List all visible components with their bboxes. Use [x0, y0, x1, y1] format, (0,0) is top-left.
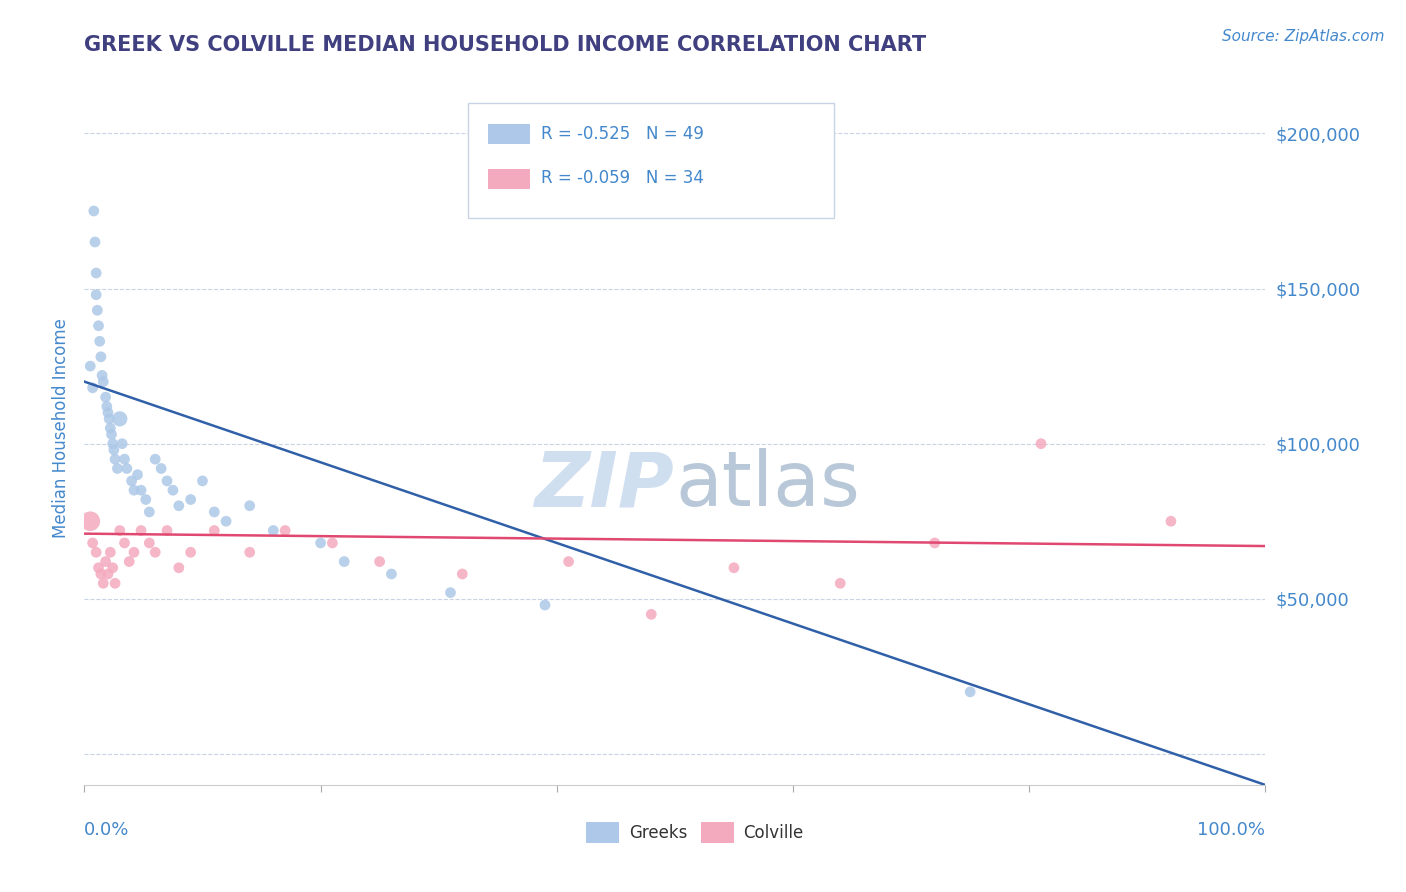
Point: [87, 561, 110, 575]
Point: [557, 555, 579, 569]
Point: [79, 359, 101, 373]
Point: [121, 474, 143, 488]
Point: [156, 474, 179, 488]
Text: GREEK VS COLVILLE MEDIAN HOUSEHOLD INCOME CORRELATION CHART: GREEK VS COLVILLE MEDIAN HOUSEHOLD INCOM…: [84, 35, 927, 54]
Point: [104, 452, 127, 467]
Point: [262, 524, 284, 538]
Point: [84, 287, 107, 301]
Point: [534, 598, 557, 612]
Point: [118, 555, 141, 569]
Point: [107, 461, 129, 475]
Point: [108, 524, 131, 538]
Point: [640, 607, 662, 622]
Text: ZIP: ZIP: [536, 449, 675, 522]
Text: 0.0%: 0.0%: [84, 821, 129, 838]
Point: [90, 566, 112, 581]
Point: [84, 235, 107, 249]
Point: [97, 566, 120, 581]
Point: [1029, 436, 1052, 450]
Point: [451, 566, 474, 581]
Point: [138, 536, 160, 550]
Y-axis label: Median Household Income: Median Household Income: [52, 318, 70, 538]
Point: [91, 368, 114, 383]
Point: [143, 545, 166, 559]
Text: R = -0.059   N = 34: R = -0.059 N = 34: [541, 169, 704, 187]
Point: [98, 412, 121, 426]
Point: [830, 576, 852, 591]
Point: [202, 505, 225, 519]
Point: [127, 467, 149, 482]
Point: [86, 303, 108, 318]
Point: [94, 555, 117, 569]
Point: [135, 492, 157, 507]
Point: [87, 318, 110, 333]
Point: [108, 412, 131, 426]
Point: [191, 474, 214, 488]
Text: R = -0.525   N = 49: R = -0.525 N = 49: [541, 125, 704, 143]
Point: [114, 536, 136, 550]
Bar: [700, 822, 734, 844]
Point: [97, 406, 120, 420]
Point: [122, 545, 145, 559]
Point: [79, 514, 101, 528]
Point: [202, 524, 225, 538]
Point: [723, 561, 745, 575]
Point: [215, 514, 238, 528]
Point: [321, 536, 343, 550]
Point: [180, 545, 202, 559]
Text: 100.0%: 100.0%: [1198, 821, 1265, 838]
Point: [380, 566, 402, 581]
Point: [924, 536, 946, 550]
Bar: [488, 169, 530, 189]
Point: [111, 436, 134, 450]
Point: [101, 561, 124, 575]
Point: [103, 442, 125, 457]
Point: [274, 524, 297, 538]
Point: [368, 555, 391, 569]
Point: [439, 585, 461, 599]
Point: [156, 524, 179, 538]
FancyBboxPatch shape: [468, 103, 834, 218]
Point: [98, 545, 121, 559]
Point: [101, 436, 124, 450]
Point: [115, 461, 138, 475]
Point: [333, 555, 356, 569]
Point: [91, 375, 114, 389]
Point: [84, 545, 107, 559]
Point: [167, 561, 190, 575]
Text: Source: ZipAtlas.com: Source: ZipAtlas.com: [1222, 29, 1385, 44]
Point: [180, 492, 202, 507]
Point: [309, 536, 332, 550]
Point: [162, 483, 184, 498]
Point: [84, 266, 107, 280]
Point: [239, 499, 262, 513]
Point: [959, 685, 981, 699]
Point: [167, 499, 190, 513]
Point: [89, 334, 111, 349]
Point: [94, 390, 117, 404]
Point: [104, 576, 127, 591]
Point: [83, 204, 105, 219]
Point: [1160, 514, 1182, 528]
Point: [91, 576, 114, 591]
Point: [90, 350, 112, 364]
Text: Greeks: Greeks: [628, 824, 688, 842]
Point: [150, 461, 173, 475]
Point: [138, 505, 160, 519]
Point: [114, 452, 136, 467]
Text: atlas: atlas: [675, 449, 859, 522]
Point: [129, 524, 152, 538]
Point: [82, 381, 104, 395]
Point: [100, 427, 122, 442]
Point: [96, 400, 118, 414]
Point: [239, 545, 262, 559]
Point: [82, 536, 104, 550]
Bar: [488, 124, 530, 145]
Point: [129, 483, 152, 498]
Point: [143, 452, 166, 467]
Text: Colville: Colville: [744, 824, 804, 842]
Point: [122, 483, 145, 498]
Point: [98, 421, 121, 435]
Bar: [586, 822, 620, 844]
